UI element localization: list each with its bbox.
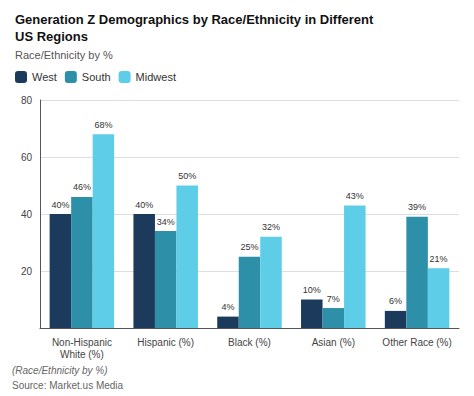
svg-text:US Regions: US Regions — [15, 29, 88, 44]
svg-text:40%: 40% — [135, 200, 153, 210]
svg-text:Asian (%): Asian (%) — [312, 337, 355, 348]
svg-text:32%: 32% — [262, 222, 280, 232]
svg-text:34%: 34% — [157, 217, 175, 227]
svg-text:Other Race (%): Other Race (%) — [382, 337, 451, 348]
svg-text:40: 40 — [21, 209, 33, 220]
svg-text:20: 20 — [21, 266, 33, 277]
svg-text:25%: 25% — [240, 242, 258, 252]
svg-text:West: West — [32, 71, 57, 83]
svg-text:Race/Ethnicity by %: Race/Ethnicity by % — [15, 49, 113, 61]
svg-text:Black (%): Black (%) — [228, 337, 271, 348]
svg-text:Source: Market.us Media: Source: Market.us Media — [12, 380, 124, 391]
svg-text:Midwest: Midwest — [136, 71, 176, 83]
svg-text:60: 60 — [21, 152, 33, 163]
svg-text:White (%): White (%) — [60, 349, 104, 360]
svg-text:80: 80 — [21, 95, 33, 106]
svg-text:39%: 39% — [408, 202, 426, 212]
svg-text:(Race/Ethnicity by %): (Race/Ethnicity by %) — [12, 365, 108, 376]
svg-text:68%: 68% — [94, 120, 112, 130]
svg-text:Hispanic (%): Hispanic (%) — [137, 337, 194, 348]
svg-text:10%: 10% — [303, 285, 321, 295]
svg-text:21%: 21% — [430, 254, 448, 264]
svg-text:Generation Z Demographics by R: Generation Z Demographics by Race/Ethnic… — [15, 12, 374, 27]
svg-text:Non-Hispanic: Non-Hispanic — [52, 337, 112, 348]
svg-text:50%: 50% — [178, 171, 196, 181]
svg-text:4%: 4% — [221, 302, 234, 312]
svg-text:43%: 43% — [346, 191, 364, 201]
svg-text:6%: 6% — [389, 296, 402, 306]
svg-text:46%: 46% — [73, 182, 91, 192]
svg-text:7%: 7% — [327, 294, 340, 304]
svg-text:South: South — [82, 71, 111, 83]
svg-text:40%: 40% — [51, 200, 69, 210]
